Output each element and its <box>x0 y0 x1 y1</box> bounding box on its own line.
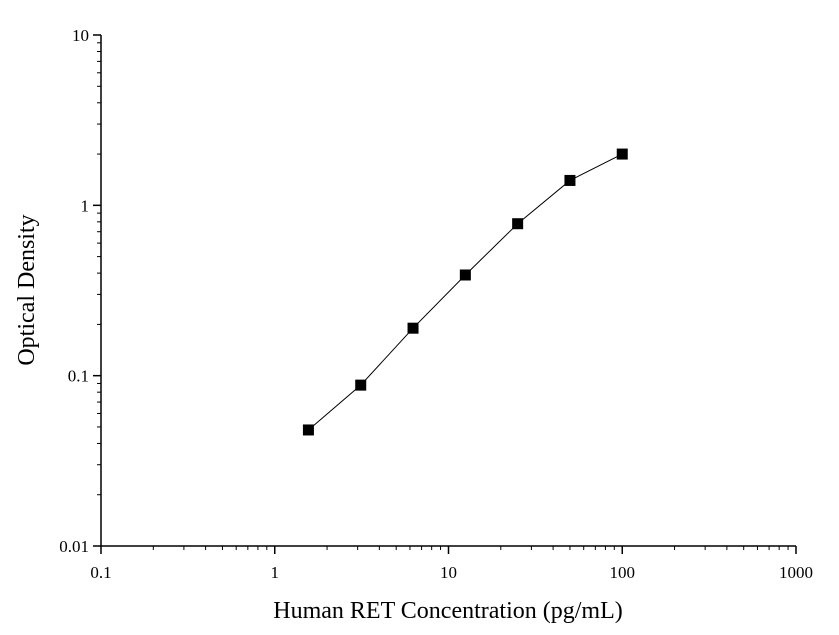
data-point <box>616 148 628 160</box>
y-tick-label: 0.1 <box>68 367 89 386</box>
y-tick-label: 1 <box>81 196 90 215</box>
data-point <box>355 379 367 391</box>
data-point <box>459 269 471 281</box>
x-tick-label: 0.1 <box>90 563 111 582</box>
x-tick-label: 1 <box>271 563 280 582</box>
series-layer <box>302 148 628 436</box>
data-point <box>512 218 524 230</box>
y-axis-title: Optical Density <box>14 214 40 365</box>
data-point <box>407 322 419 334</box>
y-tick-label: 0.01 <box>59 537 89 556</box>
x-tick-label: 1000 <box>779 563 813 582</box>
x-axis-title: Human RET Concentration (pg/mL) <box>273 598 623 624</box>
x-tick-label: 10 <box>440 563 457 582</box>
data-point <box>564 174 576 186</box>
data-point <box>302 424 314 436</box>
y-tick-label: 10 <box>72 26 89 45</box>
x-tick-label: 100 <box>610 563 636 582</box>
axes <box>93 34 797 554</box>
